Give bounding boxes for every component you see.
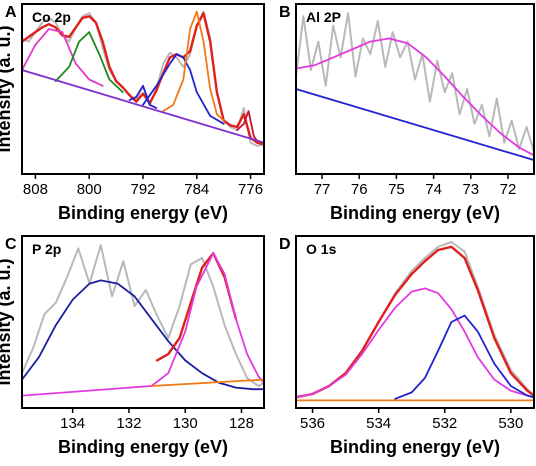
series-peak-3 <box>54 31 124 94</box>
x-axis-title: Binding energy (eV) <box>330 437 500 457</box>
series-peak-2 <box>296 287 534 399</box>
x-tick-label: 72 <box>500 181 517 198</box>
x-tick-label: 76 <box>351 181 368 198</box>
panel-title: P 2p <box>32 241 61 257</box>
x-tick-label: 792 <box>130 181 155 198</box>
series-group <box>22 244 264 397</box>
x-axis-title: Binding energy (eV) <box>58 437 228 457</box>
series-peak-6 <box>162 10 225 122</box>
series-raw-0 <box>22 244 264 387</box>
series-raw-0 <box>296 241 534 399</box>
x-tick-label: 75 <box>388 181 405 198</box>
x-axis-title: Binding energy (eV) <box>330 203 500 223</box>
panel-a: 808 800 792 784 776 A Co 2p Binding energy (eV)… <box>0 3 265 223</box>
series-raw-0 <box>296 12 534 154</box>
series-peak-7 <box>236 110 259 142</box>
x-tick-label: 128 <box>229 415 254 432</box>
x-axis-title: Binding energy (eV) <box>58 203 228 223</box>
x-tick-label: 132 <box>116 415 141 432</box>
x-tick-label: 776 <box>238 181 263 198</box>
series-peak-3 <box>150 252 264 387</box>
x-tick-label: 130 <box>173 415 198 432</box>
x-tick-label: 77 <box>314 181 331 198</box>
x-tick-label: 532 <box>432 415 457 432</box>
panel-c: 134 132 130 128 C P 2p Binding energy (eV) Inte… <box>0 235 265 457</box>
panel-title: O 1s <box>306 241 337 257</box>
series-group <box>22 10 264 147</box>
panel-letter: A <box>5 4 17 21</box>
x-tick-label: 536 <box>300 415 325 432</box>
series-peak-1 <box>22 279 264 391</box>
plot-frame <box>295 3 535 175</box>
series-peak-2 <box>22 28 104 87</box>
panel-letter: D <box>279 236 291 253</box>
panel-letter: B <box>279 4 291 21</box>
x-tick-label: 800 <box>77 181 102 198</box>
y-axis-title: Intensity (a. u.) <box>0 258 14 385</box>
x-tick-label: 74 <box>425 181 442 198</box>
plot-frame <box>295 235 535 409</box>
series-peak-4 <box>128 84 158 109</box>
y-axis-title: Intensity (a. u.) <box>0 25 14 152</box>
series-peak-5 <box>142 53 225 125</box>
series-group <box>296 12 534 161</box>
series-group <box>296 241 534 402</box>
x-tick-label: 73 <box>462 181 479 198</box>
panel-title: Co 2p <box>32 9 71 25</box>
series-background-2 <box>296 88 534 161</box>
x-tick-label: 808 <box>23 181 48 198</box>
x-tick-label: 134 <box>60 415 85 432</box>
panel-d: 536 534 532 530 D O 1s Binding energy (eV) <box>279 235 535 457</box>
series-envelope-2 <box>155 252 238 362</box>
series-peak-1 <box>296 37 534 157</box>
plot-frame <box>21 235 265 409</box>
panel-b: 77 76 75 74 73 72 B Al 2P Binding energy (eV) <box>279 3 535 223</box>
series-peak-3 <box>394 314 534 400</box>
series-background-5 <box>150 378 264 387</box>
x-tick-label: 784 <box>184 181 209 198</box>
series-background-8 <box>22 69 264 144</box>
panel-title: Al 2P <box>306 9 341 25</box>
x-tick-label: 530 <box>498 415 523 432</box>
series-background-4 <box>22 385 153 397</box>
series-envelope-1 <box>296 245 534 399</box>
x-tick-label: 534 <box>366 415 391 432</box>
panel-letter: C <box>5 236 17 253</box>
